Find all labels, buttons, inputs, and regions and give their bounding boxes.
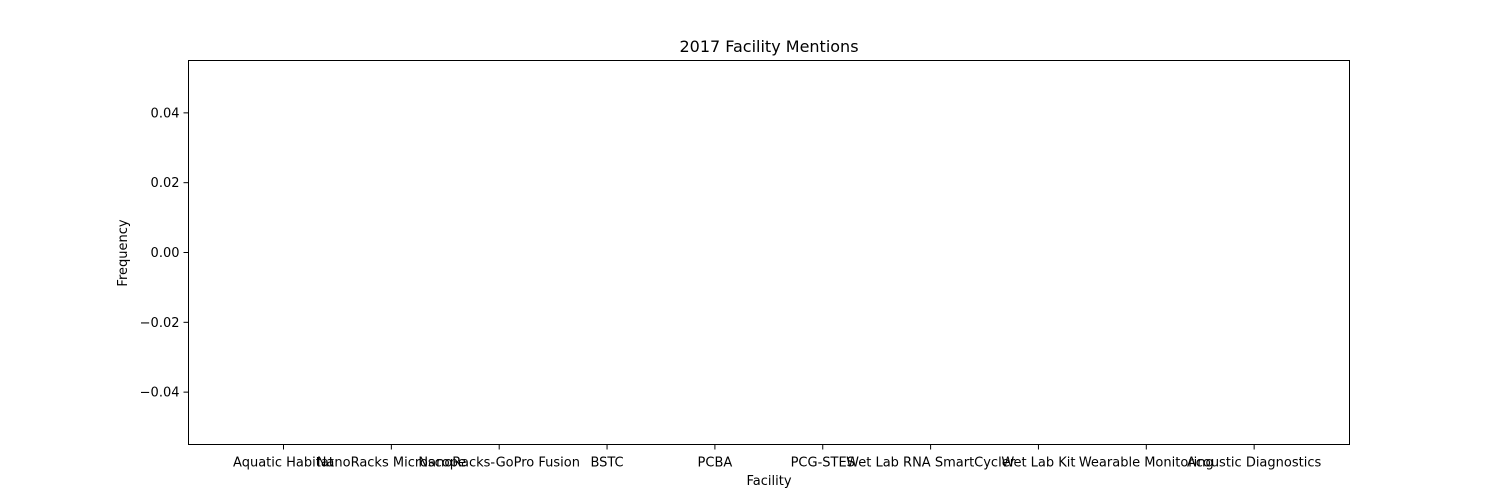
x-tick-label: NanoRacks-GoPro Fusion [418, 456, 580, 471]
y-tick-label: 0.02 [151, 176, 180, 191]
x-tick-label: Wet Lab Kit [1001, 456, 1075, 471]
x-tick-label: Acoustic Diagnostics [1187, 456, 1321, 471]
x-tick-label: PCBA [698, 456, 733, 471]
y-axis-ticks: −0.04 −0.02 0.00 0.02 0.04 [140, 106, 189, 401]
y-tick-label: 0.04 [151, 106, 180, 121]
x-tick-label: Wet Lab RNA SmartCycler [846, 456, 1016, 471]
x-tick-label: Aquatic Habitat [233, 456, 334, 471]
x-tick-label: PCG-STES [791, 456, 855, 471]
y-tick-label: −0.04 [140, 386, 180, 401]
x-tick-label: BSTC [590, 456, 623, 471]
y-tick-label: −0.02 [140, 316, 180, 331]
y-tick-label: 0.00 [151, 246, 180, 261]
x-tick-label: NanoRacks Microscope [317, 456, 466, 471]
x-tick-label: Wearable Monitoring [1079, 456, 1214, 471]
x-axis-label: Facility [746, 474, 791, 489]
chart-title: 2017 Facility Mentions [679, 37, 858, 56]
y-axis-label: Frequency [116, 219, 131, 286]
